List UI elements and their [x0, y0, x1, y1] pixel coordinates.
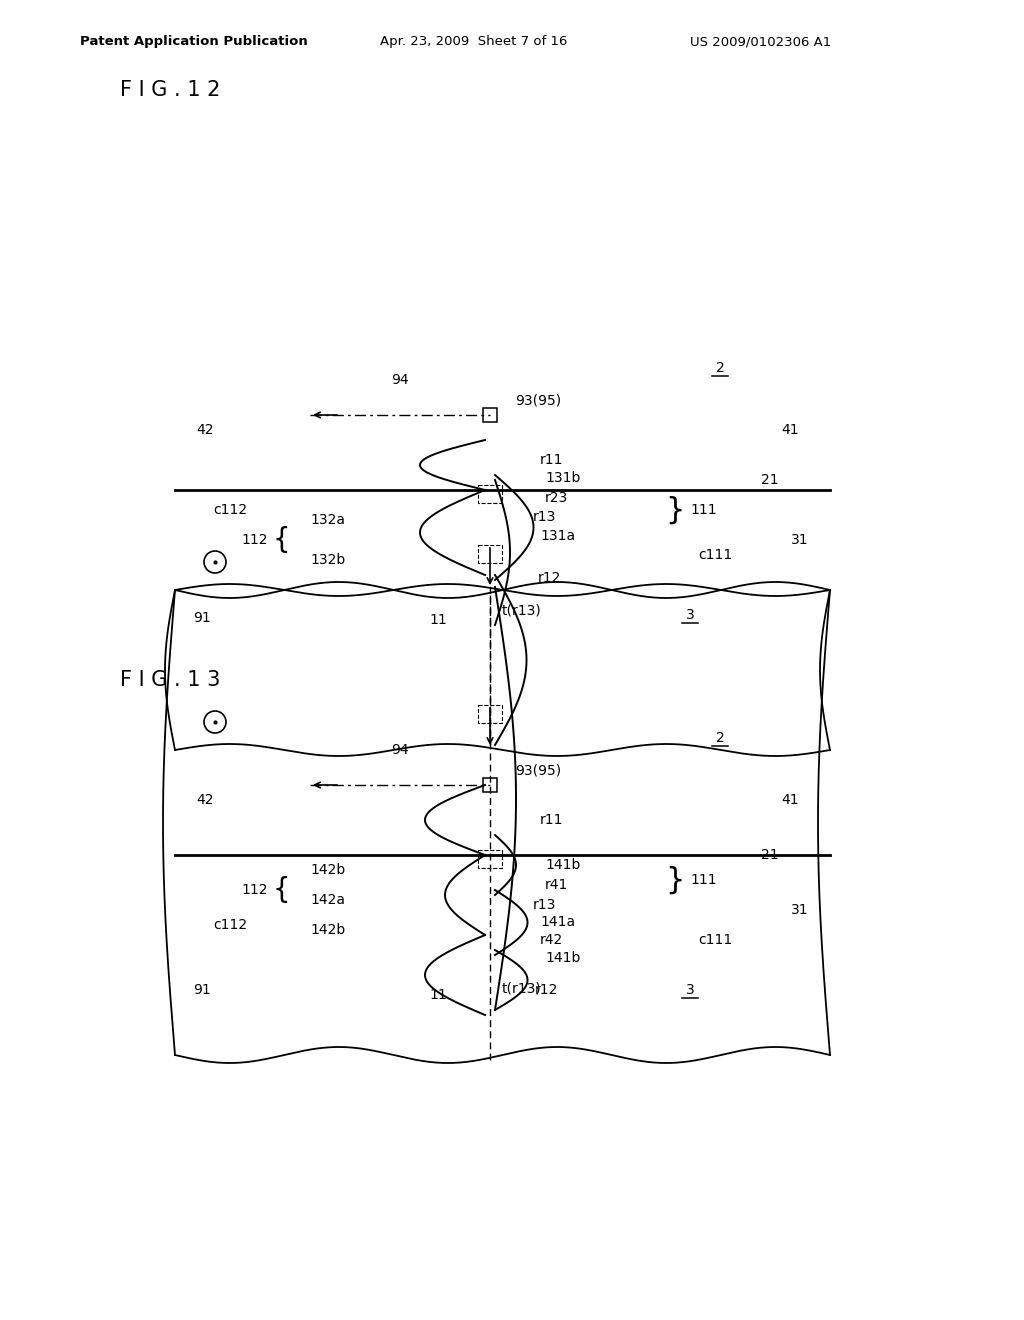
Text: }: } [666, 495, 685, 524]
Text: r23: r23 [545, 491, 568, 506]
Text: r11: r11 [540, 453, 563, 467]
Text: 31: 31 [792, 903, 809, 917]
Text: r42: r42 [540, 933, 563, 946]
Text: 93(95): 93(95) [515, 763, 561, 777]
Text: 141b: 141b [545, 858, 581, 873]
Text: 31: 31 [792, 533, 809, 546]
Text: {: { [273, 876, 291, 904]
Text: 111: 111 [690, 503, 717, 517]
Text: r12: r12 [535, 983, 558, 997]
Text: c111: c111 [698, 933, 732, 946]
Text: 2: 2 [716, 360, 724, 375]
Text: 3: 3 [686, 983, 694, 997]
Text: r13: r13 [534, 510, 556, 524]
Text: F I G . 1 3: F I G . 1 3 [120, 671, 220, 690]
Text: 112: 112 [242, 883, 268, 898]
Text: 21: 21 [761, 847, 779, 862]
Bar [478, 484, 502, 503]
Bar [483, 408, 497, 422]
Text: {: { [273, 525, 291, 554]
Bar [478, 850, 502, 869]
Text: 141b: 141b [545, 950, 581, 965]
Text: r41: r41 [545, 878, 568, 892]
Text: 41: 41 [781, 422, 799, 437]
Text: 132b: 132b [310, 553, 345, 568]
Text: 131b: 131b [545, 471, 581, 484]
Text: r11: r11 [540, 813, 563, 828]
Text: F I G . 1 2: F I G . 1 2 [120, 81, 220, 100]
Text: 21: 21 [761, 473, 779, 487]
Bar [483, 777, 497, 792]
Text: US 2009/0102306 A1: US 2009/0102306 A1 [690, 36, 831, 49]
Bar [478, 545, 502, 564]
Text: 131a: 131a [540, 529, 575, 543]
Text: t(r13): t(r13) [502, 603, 542, 616]
Text: Patent Application Publication: Patent Application Publication [80, 36, 308, 49]
Text: 142b: 142b [310, 863, 345, 876]
Text: 11: 11 [429, 987, 446, 1002]
Text: }: } [666, 866, 685, 895]
Text: 93(95): 93(95) [515, 393, 561, 407]
Text: Apr. 23, 2009  Sheet 7 of 16: Apr. 23, 2009 Sheet 7 of 16 [380, 36, 567, 49]
Text: r13: r13 [534, 898, 556, 912]
Text: 91: 91 [194, 611, 211, 624]
Text: 142b: 142b [310, 923, 345, 937]
Text: 132a: 132a [310, 513, 345, 527]
Text: 94: 94 [391, 743, 409, 756]
Text: 94: 94 [391, 374, 409, 387]
Text: 42: 42 [197, 793, 214, 807]
Bar [478, 705, 502, 723]
Text: r12: r12 [538, 572, 561, 585]
Text: c112: c112 [213, 503, 247, 517]
Text: 2: 2 [716, 731, 724, 744]
Text: 142a: 142a [310, 894, 345, 907]
Text: 112: 112 [242, 533, 268, 546]
Text: 41: 41 [781, 793, 799, 807]
Text: c111: c111 [698, 548, 732, 562]
Text: 111: 111 [690, 873, 717, 887]
Text: 42: 42 [197, 422, 214, 437]
Text: t(r13): t(r13) [502, 981, 542, 995]
Text: 3: 3 [686, 609, 694, 622]
Text: 11: 11 [429, 612, 446, 627]
Text: 91: 91 [194, 983, 211, 997]
Text: c112: c112 [213, 917, 247, 932]
Text: 141a: 141a [540, 915, 575, 929]
